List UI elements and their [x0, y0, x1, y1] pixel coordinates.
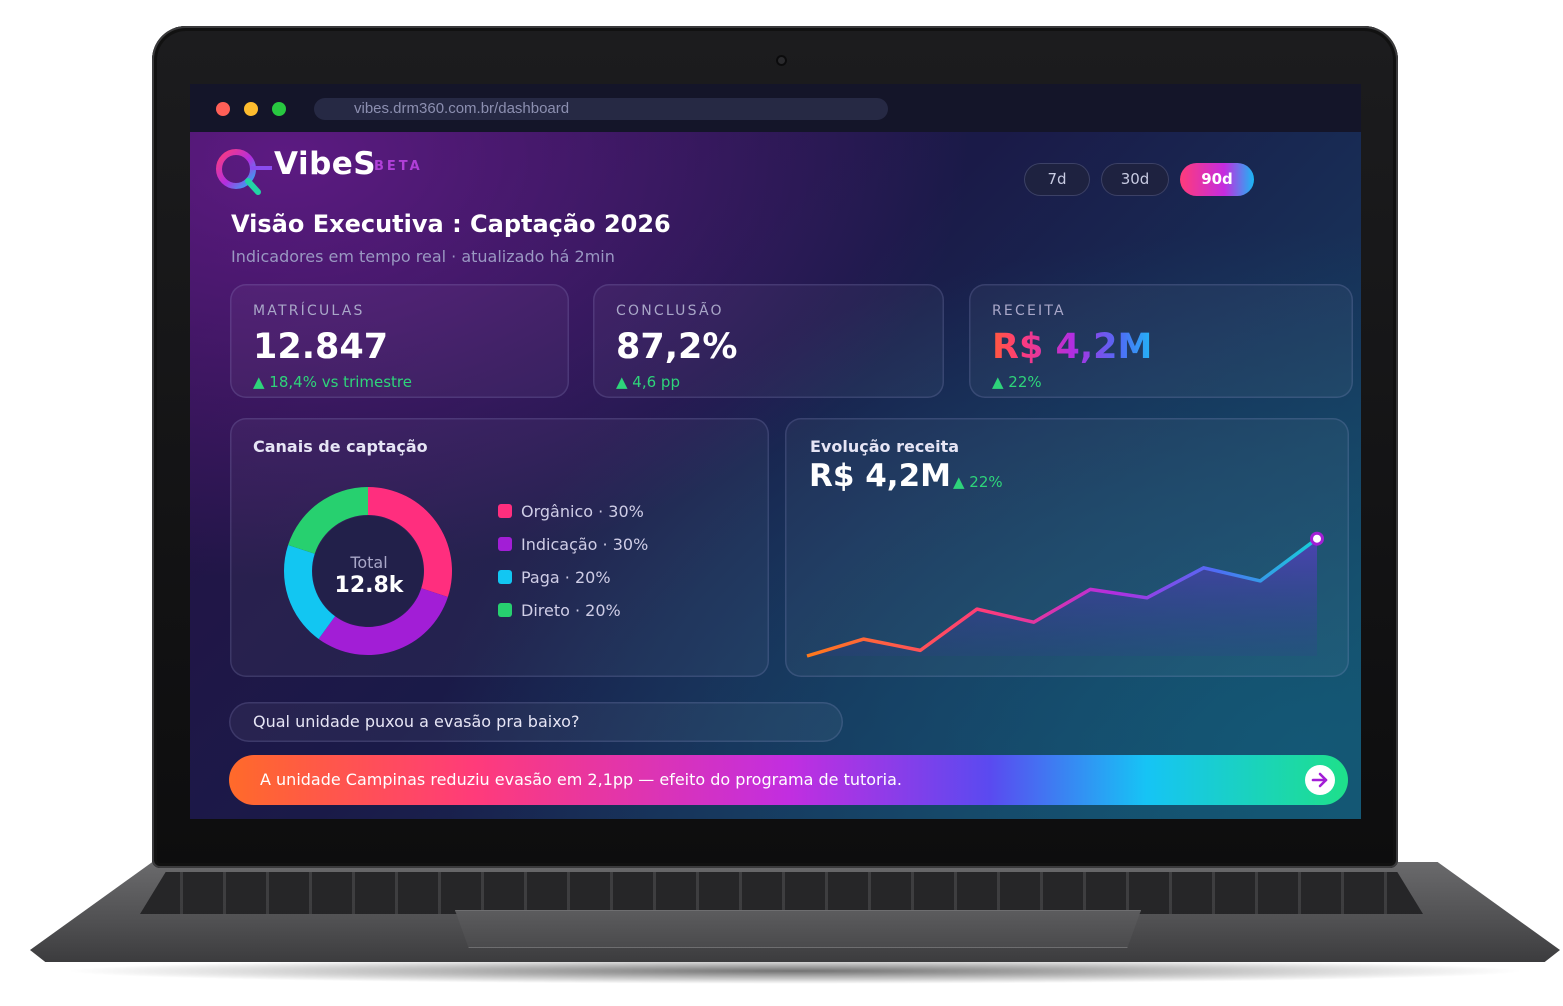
revenue-line-chart: [806, 531, 1324, 658]
legend-swatch: [498, 570, 512, 584]
kpi-delta: ▲ 22%: [992, 373, 1042, 391]
kpi-delta: ▲ 18,4% vs trimestre: [253, 373, 413, 391]
revenue-title: Evolução receita: [810, 437, 960, 456]
kpi-value: R$ 4,2M: [992, 327, 1153, 367]
page-subtitle: Indicadores em tempo real · atualizado h…: [231, 247, 615, 266]
donut-total-value: 12.8k: [334, 573, 404, 598]
assistant-answer-text: A unidade Campinas reduziu evasão em 2,1…: [260, 770, 902, 789]
laptop-keyboard: [140, 872, 1423, 914]
range-30d-button[interactable]: 30d: [1101, 163, 1169, 196]
laptop-shadow: [60, 958, 1530, 984]
url-bar[interactable]: vibes.drm360.com.br/dashboard: [314, 98, 888, 120]
legend-label: Orgânico · 30%: [521, 502, 644, 521]
donut-hole: [313, 516, 423, 626]
revenue-delta: ▲ 22%: [953, 473, 1003, 491]
legend-label: Paga · 20%: [521, 568, 611, 587]
revenue-line: [806, 537, 1319, 658]
revenue-last-point: [1310, 531, 1324, 546]
vibes-logo-icon: [216, 149, 272, 195]
kpi-label: RECEITA: [992, 303, 1066, 319]
kpi-label: CONCLUSÃO: [616, 303, 724, 319]
kpi-card-matriculas: MATRÍCULAS 12.847 ▲ 18,4% vs trimestre: [230, 284, 569, 398]
revenue-value: R$ 4,2M: [809, 458, 951, 494]
donut-slice-paga: [284, 545, 336, 639]
donut-slice-orgânico: [368, 487, 452, 597]
legend-swatch: [498, 504, 512, 518]
screen: vibes.drm360.com.br/dashboard VibeS BETA…: [190, 84, 1361, 819]
kpi-delta: ▲ 4,6 pp: [616, 373, 680, 391]
laptop-trackpad: [455, 910, 1141, 948]
channels-title: Canais de captação: [253, 437, 428, 456]
donut-total-label: Total: [350, 553, 388, 572]
legend-swatch: [498, 603, 512, 617]
kpi-value: 12.847: [253, 327, 389, 367]
close-window-button[interactable]: [216, 102, 230, 116]
donut-slice-indicação: [318, 588, 448, 655]
range-7d-button[interactable]: 7d: [1024, 163, 1090, 196]
kpi-label: MATRÍCULAS: [253, 303, 365, 319]
channels-donut-chart: [284, 487, 452, 655]
legend-swatch: [498, 537, 512, 551]
legend-label: Direto · 20%: [521, 601, 621, 620]
kpi-value: 87,2%: [616, 327, 738, 367]
maximize-window-button[interactable]: [272, 102, 286, 116]
beta-badge: BETA: [374, 159, 423, 174]
kpi-card-receita: RECEITA R$ 4,2M ▲ 22%: [969, 284, 1353, 398]
channels-card: Canais de captação Total 12.8k Orgânico …: [230, 418, 769, 677]
kpi-card-conclusao: CONCLUSÃO 87,2% ▲ 4,6 pp: [593, 284, 944, 398]
donut-slice-direto: [288, 487, 368, 554]
brand-name: VibeS: [274, 146, 377, 182]
range-90d-button[interactable]: 90d: [1180, 163, 1254, 196]
arrow-right-icon: [1311, 772, 1328, 788]
webcam: [776, 55, 787, 66]
assistant-question[interactable]: Qual unidade puxou a evasão pra baixo?: [229, 702, 843, 742]
minimize-window-button[interactable]: [244, 102, 258, 116]
assistant-answer-bar: A unidade Campinas reduziu evasão em 2,1…: [229, 755, 1348, 805]
browser-toolbar: vibes.drm360.com.br/dashboard: [190, 84, 1361, 132]
send-button[interactable]: [1305, 765, 1335, 795]
legend-label: Indicação · 30%: [521, 535, 649, 554]
revenue-card: Evolução receita R$ 4,2M ▲ 22%: [785, 418, 1349, 677]
revenue-area: [807, 538, 1317, 656]
page-title: Visão Executiva : Captação 2026: [231, 210, 671, 238]
